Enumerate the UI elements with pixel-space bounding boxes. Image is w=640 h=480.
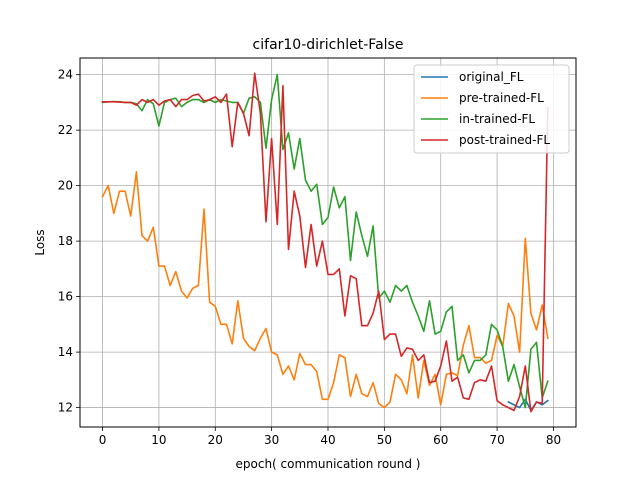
legend-label: post-trained-FL — [459, 133, 550, 147]
x-tick-label: 80 — [546, 433, 561, 447]
y-axis-label: Loss — [33, 229, 47, 255]
series-line-pre-trained-fl — [101, 171, 549, 409]
legend-label: original_FL — [459, 70, 524, 84]
y-axis-ticks: 12 14 16 18 20 22 24 — [58, 68, 80, 415]
x-tick-label: 10 — [151, 433, 166, 447]
legend-label: pre-trained-FL — [459, 91, 544, 105]
chart-title: cifar10-dirichlet-False — [253, 37, 404, 53]
series-lines — [101, 72, 549, 413]
y-tick-label: 22 — [58, 123, 73, 137]
x-tick-label: 50 — [377, 433, 392, 447]
legend-label: in-trained-FL — [459, 112, 535, 126]
series-line-post-trained-fl — [101, 72, 549, 413]
y-tick-label: 18 — [58, 234, 73, 248]
y-tick-label: 14 — [58, 345, 73, 359]
series-line-in-trained-fl — [101, 73, 549, 409]
x-axis-ticks: 0 10 20 30 40 50 60 70 80 — [99, 427, 561, 447]
y-tick-label: 24 — [58, 68, 73, 82]
y-tick-label: 20 — [58, 179, 73, 193]
x-tick-label: 60 — [433, 433, 448, 447]
x-tick-label: 40 — [320, 433, 335, 447]
x-axis-label: epoch( communication round ) — [236, 457, 421, 471]
x-tick-label: 0 — [99, 433, 107, 447]
x-tick-label: 70 — [489, 433, 504, 447]
y-tick-label: 16 — [58, 290, 73, 304]
legend: original_FL pre-trained-FL in-trained-FL po… — [413, 64, 570, 154]
legend-box — [413, 64, 570, 154]
series-line-original-fl — [507, 398, 549, 412]
x-tick-label: 20 — [208, 433, 223, 447]
x-tick-label: 30 — [264, 433, 279, 447]
y-tick-label: 12 — [58, 401, 73, 415]
